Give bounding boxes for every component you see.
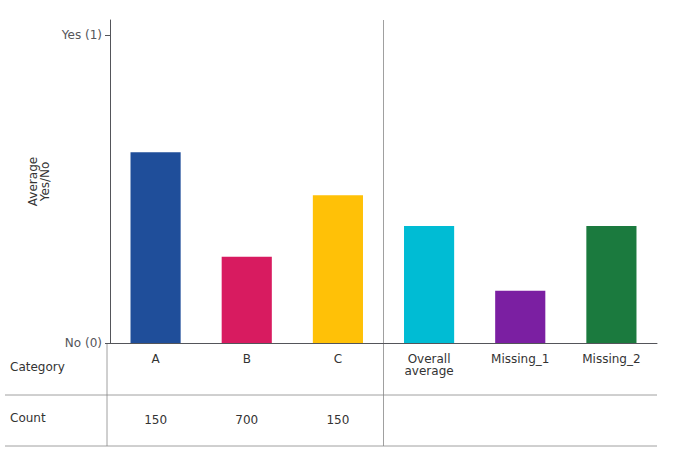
svg-text:average: average <box>405 364 454 378</box>
svg-text:150: 150 <box>326 413 349 427</box>
svg-text:Yes (1): Yes (1) <box>61 28 102 42</box>
svg-text:700: 700 <box>235 413 258 427</box>
svg-text:Category: Category <box>10 360 65 374</box>
svg-text:C: C <box>334 352 342 366</box>
svg-text:Count: Count <box>10 411 46 425</box>
svg-text:Average: Average <box>25 156 40 207</box>
svg-text:B: B <box>243 352 251 366</box>
svg-text:Yes/No: Yes/No <box>38 162 52 203</box>
svg-text:Missing_2: Missing_2 <box>582 352 640 366</box>
svg-text:Overall: Overall <box>407 352 451 366</box>
svg-text:A: A <box>151 352 160 366</box>
svg-text:Missing_1: Missing_1 <box>491 352 549 366</box>
svg-text:150: 150 <box>144 413 167 427</box>
svg-text:No (0): No (0) <box>65 336 102 350</box>
